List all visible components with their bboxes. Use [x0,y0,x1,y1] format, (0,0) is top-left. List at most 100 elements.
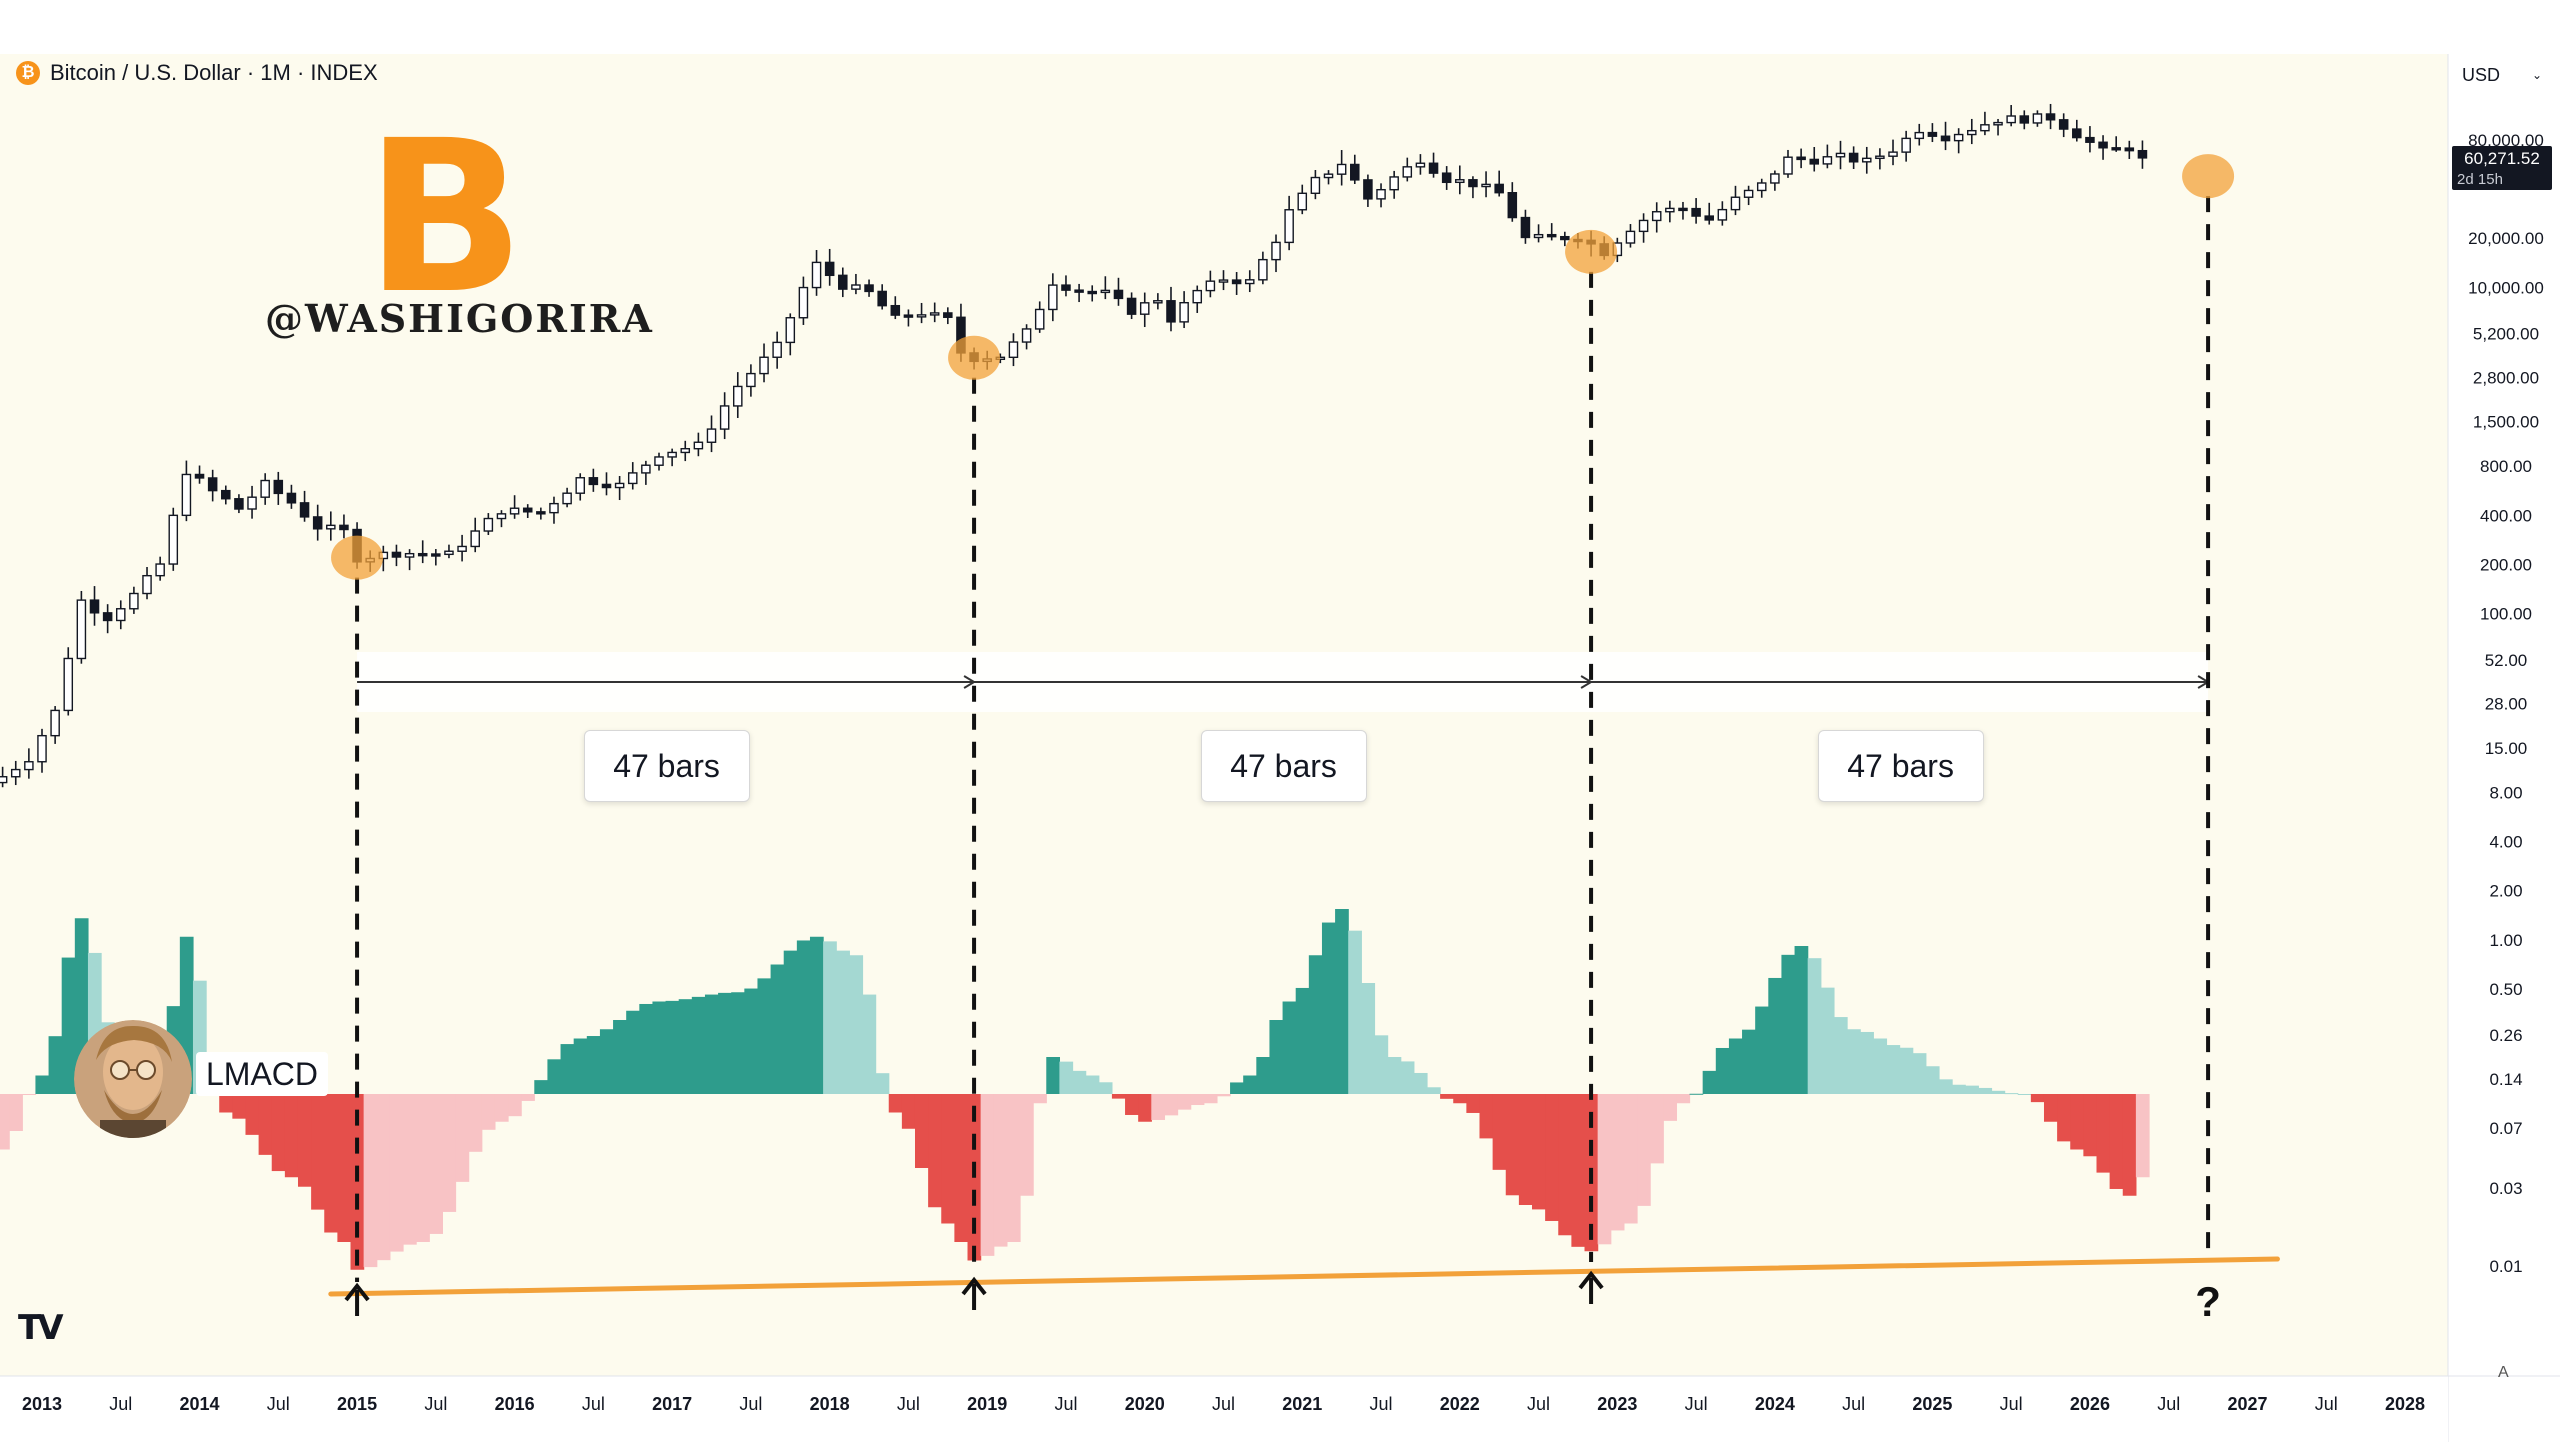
histogram-bar [1006,1094,1021,1242]
candle-body [2111,147,2121,151]
interval-bars-label: 47 bars [583,730,750,802]
candle-body [2019,115,2030,124]
candle-body [1875,155,1885,160]
histogram-bar [1650,1094,1664,1164]
time-axis-label: Jul [267,1394,290,1414]
time-axis-label: Jul [1685,1394,1708,1414]
histogram-bar [1059,1061,1074,1094]
price-axis-label: 2,800.00 [2473,368,2539,387]
time-axis-label: Jul [1370,1394,1393,1414]
candle-body [1967,129,1977,136]
time-axis-label: Jul [109,1394,132,1414]
histogram-bar [1243,1075,1257,1094]
histogram-bar [613,1020,627,1094]
time-axis-label: 2027 [2227,1394,2267,1414]
candle-body [706,428,717,443]
currency-label: USD [2462,64,2501,85]
support-trendline[interactable] [328,1256,2280,1297]
time-axis-label: Jul [1212,1394,1235,1414]
candle-body [181,473,192,517]
histogram-bar [901,1094,916,1129]
histogram-bar [1177,1094,1192,1110]
histogram-bar [1466,1094,1481,1113]
histogram-bar [1518,1094,1533,1205]
candle-body [10,768,21,778]
candle-body [1625,230,1636,244]
cycle-low-marker[interactable] [2182,154,2235,199]
histogram-bar [718,992,732,1094]
symbol-header[interactable]: ₿ Bitcoin / U.S. Dollar · 1M · INDEX [16,58,378,88]
candle-body [877,290,887,307]
tradingview-logo-icon[interactable]: TV [18,1308,63,1348]
candle-body [1441,172,1452,184]
candle-body [24,761,34,771]
histogram-bar [626,1010,640,1094]
candle-body [1389,176,1399,191]
candle-body [457,545,467,552]
last-price-value: 60,271.52 [2464,149,2540,168]
histogram-bar [744,988,759,1094]
cycle-low-marker[interactable] [331,535,384,580]
histogram-bar [1374,1035,1389,1094]
candle-body [1310,176,1321,194]
candle-body [1809,158,1820,165]
cycle-low-marker[interactable] [1565,229,1618,274]
candle-body [142,574,152,595]
cycle-low-marker[interactable] [948,335,1001,380]
time-axis-label: Jul [1527,1394,1550,1414]
candle-body [1074,289,1084,293]
candle-body [1993,121,2003,126]
histogram-bar [1505,1094,1520,1196]
histogram-bar [796,940,811,1094]
auto-scale-button[interactable]: A [2498,1364,2509,1381]
time-axis-label: 2024 [1755,1394,1795,1414]
price-axis-label: 5,200.00 [2473,325,2539,344]
histogram-bar [403,1094,417,1245]
candle-body [234,498,244,510]
candle-body [1179,301,1189,323]
histogram-bar [48,1036,63,1094]
candle-body [1231,279,1242,285]
time-axis-label: 2017 [652,1394,692,1414]
histogram-bar [941,1094,955,1224]
histogram-bar [1532,1094,1546,1210]
candle-body [1428,162,1439,174]
candle-body [1297,192,1308,211]
histogram-bar [954,1094,969,1242]
candle-body [1927,131,1938,137]
time-axis-label: 2018 [810,1394,850,1414]
histogram-bar [2096,1094,2111,1173]
histogram-bar [1400,1061,1415,1094]
symbol-title: Bitcoin / U.S. Dollar · 1M · INDEX [50,60,378,85]
currency-select[interactable]: USD ⌄ [2450,58,2550,92]
histogram-bar [22,1094,37,1095]
histogram-bar [1413,1072,1428,1094]
candle-body [575,477,586,494]
histogram-bar [888,1094,903,1113]
histogram-bar [1755,1006,1769,1094]
indicator-name-label: LMACD [196,1052,329,1096]
histogram-bar [1098,1082,1113,1094]
histogram-bar [1072,1070,1087,1094]
candle-body [1638,219,1649,233]
histogram-bar [508,1094,522,1117]
time-axis-label: 2022 [1440,1394,1480,1414]
candle-body [1901,137,1911,153]
interval-bars-label: 47 bars [1817,730,1984,802]
candle-body [1323,173,1334,179]
candle-body [838,274,848,290]
chart-canvas[interactable]: ? 80,000.00 20,000.00 10,000.00 5,200.00 2,80… [0,54,2560,1442]
time-axis-label: 2023 [1597,1394,1637,1414]
candle-body [1415,162,1426,168]
histogram-bar [1807,958,1822,1094]
histogram-bar [297,1094,312,1187]
time-axis-label: Jul [582,1394,605,1414]
histogram-bar [849,955,864,1094]
histogram-bar [783,950,798,1094]
candle-body [1940,135,1951,142]
candle-body [1363,179,1373,200]
candle-body [785,317,796,344]
portrait-avatar-icon [74,1020,192,1138]
candle-body [1848,152,1859,163]
histogram-bar [1440,1094,1454,1099]
